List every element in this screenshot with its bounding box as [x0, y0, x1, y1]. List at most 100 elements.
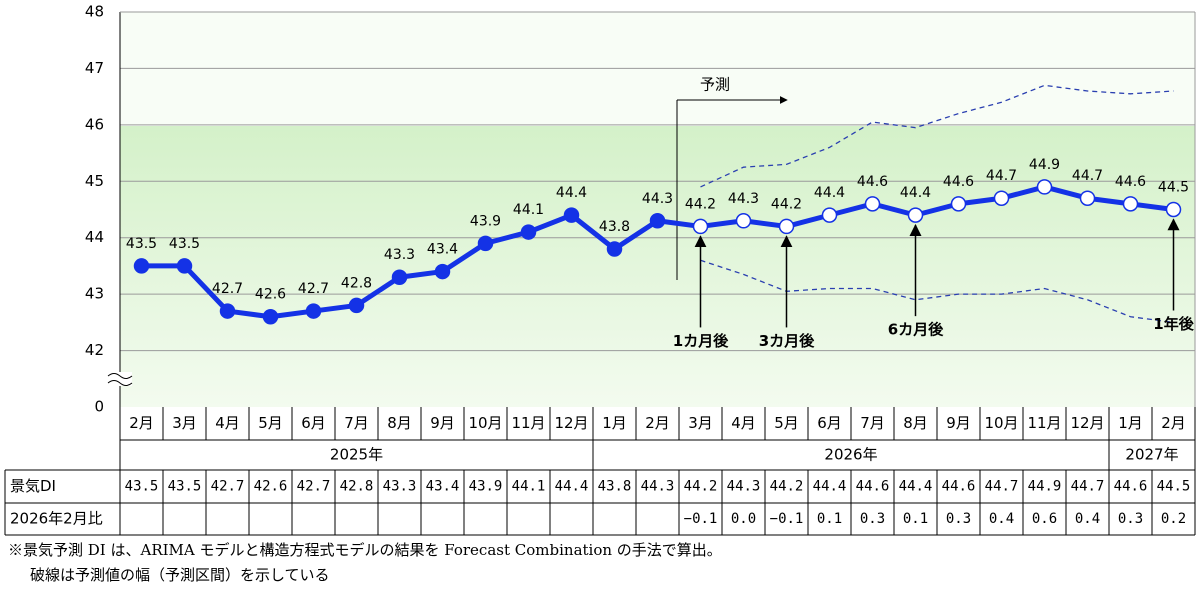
forecast-point: [993, 190, 1010, 206]
table-cell: 0.1: [903, 511, 928, 527]
table-cell: 0.3: [946, 511, 971, 527]
forecast-point: [821, 207, 838, 223]
table-cell: 44.6: [1114, 479, 1148, 495]
x-tick-label: 3月: [688, 414, 713, 432]
data-label: 43.8: [599, 219, 630, 235]
x-tick-label: 10月: [984, 414, 1018, 432]
axis-break: [107, 373, 133, 386]
table-cell: 44.6: [942, 479, 976, 495]
data-label: 43.3: [384, 247, 415, 263]
point: [649, 213, 666, 229]
y-tick-label: 46: [85, 115, 104, 133]
x-tick-label: 2月: [129, 414, 154, 432]
data-label: 44.4: [556, 185, 587, 201]
table-cell: 0.1: [817, 511, 842, 527]
data-label: 44.3: [642, 191, 673, 207]
x-tick-label: 7月: [344, 414, 369, 432]
x-tick-label: 1月: [1118, 414, 1143, 432]
x-tick-label: 8月: [903, 414, 928, 432]
x-tick-label: 2月: [645, 414, 670, 432]
x-tick-label: 5月: [258, 414, 283, 432]
interval-upper: [700, 84, 1174, 188]
data-label: 44.1: [513, 202, 544, 218]
table-cell: 42.6: [254, 479, 288, 495]
table-cell: 0.2: [1161, 511, 1186, 527]
plot-background-top: [120, 12, 1195, 126]
table-cell: 42.7: [211, 479, 245, 495]
table-cell: 43.3: [383, 479, 417, 495]
x-tick-label: 6月: [817, 414, 842, 432]
data-label: 43.4: [427, 242, 458, 258]
x-tick-label: 12月: [1070, 414, 1104, 432]
data-label: 43.9: [470, 213, 501, 229]
table-cell: 0.3: [860, 511, 885, 527]
table-cell: 43.9: [469, 479, 503, 495]
forecast-point: [907, 207, 924, 223]
x-tick-label: 2月: [1161, 414, 1186, 432]
table-cell: 44.4: [555, 479, 589, 495]
table-cell: 44.6: [856, 479, 890, 495]
table-cell: 43.4: [426, 479, 460, 495]
note: ※景気予測 DI は、ARIMA モデルと構造方程式モデルの結果を Foreca…: [8, 541, 722, 559]
point: [563, 207, 580, 223]
point: [219, 303, 236, 319]
x-tick-label: 3月: [172, 414, 197, 432]
table-cell: 43.5: [168, 479, 202, 495]
forecast-point: [735, 213, 752, 229]
forecast-point: [950, 196, 967, 212]
table-cell: 0.0: [731, 511, 756, 527]
data-label: 44.2: [771, 196, 802, 212]
point: [305, 303, 322, 319]
horizon-label: 1カ月後: [673, 332, 729, 350]
data-label: 44.3: [728, 191, 759, 207]
y-tick-label: 45: [85, 172, 104, 190]
x-tick-label: 10月: [468, 414, 502, 432]
data-label: 44.7: [986, 168, 1017, 184]
point: [176, 258, 193, 274]
data-label: 44.9: [1029, 157, 1060, 173]
y-tick-label: 48: [85, 3, 104, 21]
point: [606, 241, 623, 257]
table-cell: 44.3: [641, 479, 675, 495]
data-label: 44.6: [1115, 174, 1146, 190]
row-label: 景気DI: [10, 477, 56, 495]
note: 破線は予測値の幅（予測区間）を示している: [30, 566, 330, 584]
table-cell: 44.1: [512, 479, 546, 495]
data-label: 44.5: [1158, 180, 1189, 196]
table-cell: 44.2: [684, 479, 718, 495]
table-cell: 44.4: [899, 479, 933, 495]
data-label: 44.4: [900, 185, 931, 201]
table-cell: 44.9: [1028, 479, 1062, 495]
x-tick-label: 11月: [1027, 414, 1061, 432]
y-tick-label: 0: [94, 398, 104, 416]
forecast-point: [1036, 179, 1053, 195]
forecast-point: [1122, 196, 1139, 212]
table-cell: 44.4: [813, 479, 847, 495]
x-tick-label: 4月: [215, 414, 240, 432]
x-tick-label: 11月: [511, 414, 545, 432]
x-tick-label: 5月: [774, 414, 799, 432]
data-label: 44.7: [1072, 168, 1103, 184]
data-label: 43.5: [126, 236, 157, 252]
data-label: 44.4: [814, 185, 845, 201]
year-label: 2026年: [824, 446, 877, 464]
table-cell: 44.3: [727, 479, 761, 495]
x-tick-label: 1月: [602, 414, 627, 432]
forecast-point: [1079, 190, 1096, 206]
data-label: 42.6: [255, 287, 286, 303]
table-cell: 0.3: [1118, 511, 1143, 527]
forecast-label: 予測: [700, 76, 730, 94]
table-cell: 44.7: [1071, 479, 1105, 495]
forecast-point: [692, 218, 709, 235]
horizon-label: 6カ月後: [888, 321, 944, 339]
y-tick-label: 43: [85, 285, 104, 303]
data-label: 44.2: [685, 196, 716, 212]
point: [391, 269, 408, 285]
y-tick-label: 47: [85, 59, 104, 77]
year-label: 2027年: [1125, 446, 1178, 464]
forecast-point: [864, 196, 881, 212]
data-label: 43.5: [169, 236, 200, 252]
table-cell: 42.8: [340, 479, 374, 495]
